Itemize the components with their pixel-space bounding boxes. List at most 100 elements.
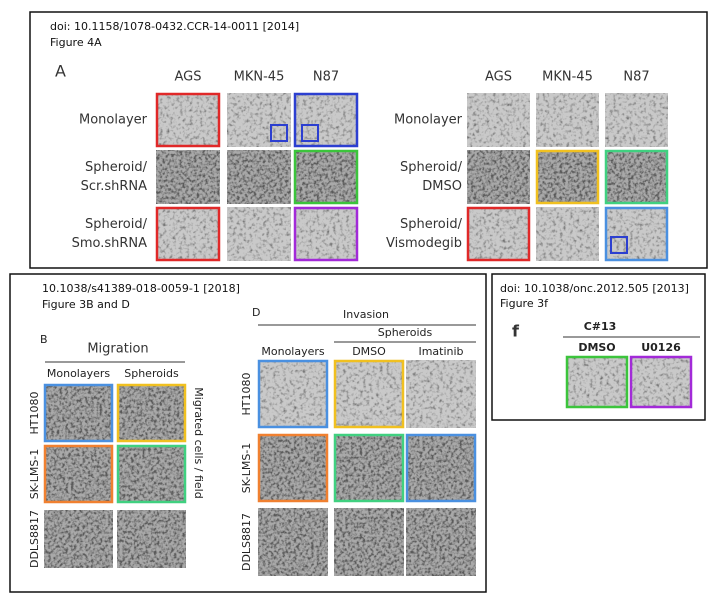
row-label: Vismodegib — [386, 236, 462, 251]
micrograph — [630, 356, 692, 408]
micrograph — [334, 434, 404, 502]
row-label: Monolayer — [79, 113, 148, 128]
highlight-box — [629, 355, 693, 409]
figure-label: Figure 4A — [50, 36, 102, 49]
zoom-box — [270, 124, 288, 142]
highlight-box — [116, 444, 187, 504]
micrograph — [156, 207, 220, 261]
micrograph — [294, 207, 358, 261]
micrograph — [536, 150, 599, 204]
group-subtitle: Spheroids — [378, 326, 433, 339]
micrograph — [156, 93, 220, 147]
zoom-box — [301, 124, 319, 142]
column-label: Spheroids — [124, 367, 179, 380]
panel-letter: A — [55, 62, 66, 81]
panel-letter: D — [252, 306, 260, 319]
micrograph — [44, 445, 113, 503]
micrograph — [334, 508, 404, 576]
row-label: SK-LMS-1 — [240, 443, 253, 494]
highlight-box — [43, 444, 114, 504]
micrograph — [294, 150, 358, 204]
micrograph — [227, 207, 291, 261]
row-label: Spheroid/ — [400, 160, 463, 175]
zoom-box — [610, 236, 628, 254]
micrograph — [467, 150, 530, 204]
column-label: N87 — [313, 70, 339, 85]
column-label: AGS — [485, 70, 512, 85]
highlight-box — [116, 383, 187, 443]
micrograph — [44, 510, 113, 568]
highlight-box — [535, 149, 600, 205]
micrograph — [258, 360, 328, 428]
highlight-box — [293, 206, 359, 262]
highlight-box — [257, 433, 329, 503]
micrograph — [566, 356, 628, 408]
column-label: Imatinib — [418, 345, 463, 358]
row-label: HT1080 — [28, 392, 41, 435]
highlight-box — [405, 433, 477, 503]
highlight-box — [43, 383, 114, 443]
micrograph — [156, 150, 220, 204]
column-label: Monolayers — [261, 345, 325, 358]
panel-frame — [9, 273, 487, 593]
micrograph — [117, 445, 186, 503]
micrograph — [117, 384, 186, 442]
micrograph — [406, 434, 476, 502]
micrograph — [334, 360, 404, 428]
highlight-box — [604, 149, 669, 205]
column-label: N87 — [623, 70, 649, 85]
row-label: Spheroid/ — [400, 217, 463, 232]
row-label: DDLS8817 — [240, 513, 253, 571]
column-label: Monolayers — [47, 367, 111, 380]
citation: doi: 10.1158/1078-0432.CCR-14-0011 [2014… — [50, 20, 299, 33]
highlight-box — [293, 92, 359, 148]
highlight-box — [604, 206, 669, 262]
highlight-box — [257, 359, 329, 429]
highlight-box — [155, 92, 221, 148]
figure-label: Figure 3f — [500, 297, 549, 310]
micrograph — [406, 360, 476, 428]
panel-frame — [29, 11, 708, 269]
row-label: HT1080 — [240, 373, 253, 416]
row-label: Monolayer — [394, 113, 463, 128]
highlight-box — [293, 149, 359, 205]
row-label: Spheroid/ — [85, 160, 148, 175]
micrograph — [467, 93, 530, 147]
panel-frame — [491, 273, 706, 421]
micrograph — [44, 384, 113, 442]
row-label: Spheroid/ — [85, 217, 148, 232]
micrograph — [227, 93, 291, 147]
highlight-box — [333, 433, 405, 503]
highlight-box — [466, 206, 531, 262]
row-label: Smo.shRNA — [72, 236, 148, 251]
row-label: DMSO — [422, 179, 462, 194]
panel-letter: B — [40, 333, 48, 346]
group-title: Invasion — [343, 308, 389, 321]
row-label: DDLS8817 — [28, 510, 41, 568]
micrograph — [294, 93, 358, 147]
column-label: U0126 — [641, 341, 681, 354]
micrograph — [227, 150, 291, 204]
micrograph — [536, 93, 599, 147]
highlight-box — [333, 359, 405, 429]
side-label: Migrated cells / field — [192, 387, 205, 498]
micrograph — [536, 207, 599, 261]
micrograph — [605, 150, 668, 204]
panel-letter: f — [512, 322, 520, 341]
highlight-box — [155, 206, 221, 262]
micrograph — [258, 434, 328, 502]
micrograph — [117, 510, 186, 568]
column-label: DMSO — [352, 345, 386, 358]
micrograph — [258, 508, 328, 576]
column-label: MKN-45 — [542, 70, 593, 85]
citation: 10.1038/s41389-018-0059-1 [2018] — [42, 282, 240, 295]
column-label: DMSO — [578, 341, 615, 354]
column-label: MKN-45 — [234, 70, 285, 85]
group-title: Migration — [87, 342, 148, 357]
micrograph — [605, 93, 668, 147]
figure-label: Figure 3B and D — [42, 298, 130, 311]
row-label: Scr.shRNA — [81, 179, 147, 194]
row-label: SK-LMS-1 — [28, 449, 41, 500]
micrograph — [467, 207, 530, 261]
